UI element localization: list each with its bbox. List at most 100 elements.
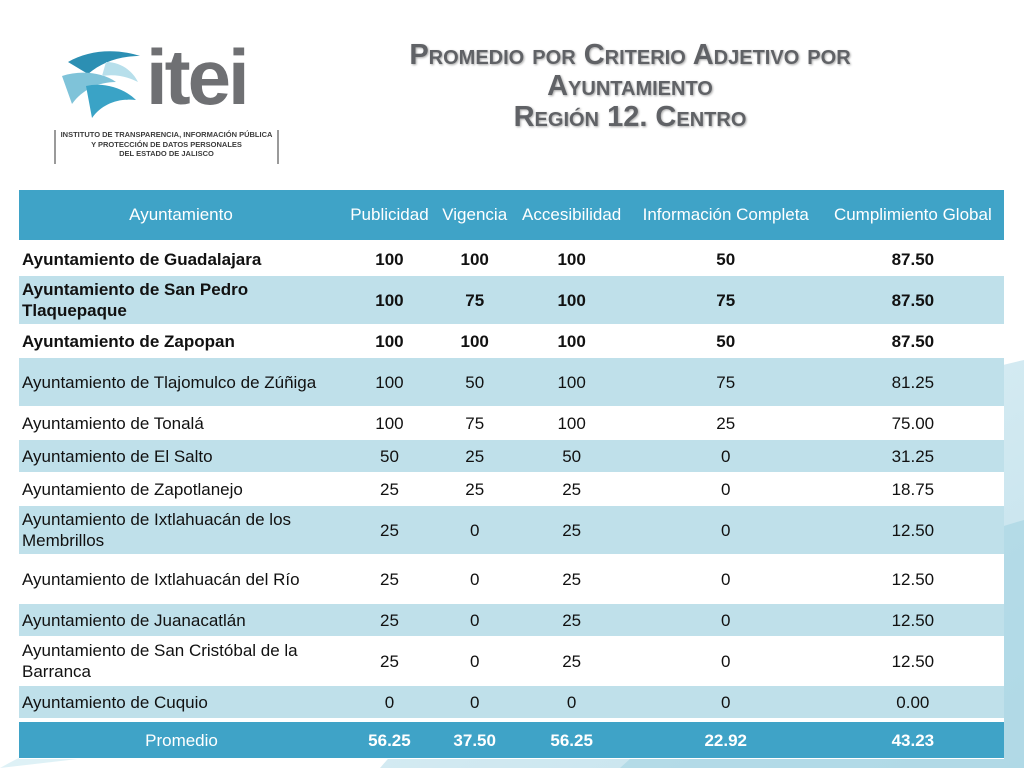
row-name: Ayuntamiento de Tonalá xyxy=(19,407,343,440)
logo-subtitle-line: Y PROTECCIÓN DE DATOS PERSONALES xyxy=(91,139,242,149)
cell-cumplimiento-global: 12.50 xyxy=(821,506,1004,555)
cell-accesibilidad: 25 xyxy=(513,555,630,604)
footer-vigencia: 37.50 xyxy=(435,719,514,759)
cell-publicidad: 100 xyxy=(343,325,436,358)
cell-vigencia: 25 xyxy=(435,473,514,506)
row-name: Ayuntamiento de Zapotlanejo xyxy=(19,473,343,506)
itei-logo: itei INSTITUTO DE TRANSPARENCIA, INFORMA… xyxy=(54,33,279,166)
cell-accesibilidad: 100 xyxy=(513,325,630,358)
footer-publicidad: 56.25 xyxy=(343,719,436,759)
logo-subtitle-line: INSTITUTO DE TRANSPARENCIA, INFORMACIÓN … xyxy=(60,130,273,139)
footer-label: Promedio xyxy=(19,719,343,759)
cell-informacion-completa: 0 xyxy=(629,506,822,555)
criteria-table: Ayuntamiento Publicidad Vigencia Accesib… xyxy=(19,190,1004,759)
cell-vigencia: 75 xyxy=(435,407,514,440)
table-row: Ayuntamiento de Zapopan 100 100 100 50 8… xyxy=(19,325,1004,358)
cell-informacion-completa: 0 xyxy=(629,604,822,637)
table-row: Ayuntamiento de Ixtlahuacán del Río 25 0… xyxy=(19,555,1004,604)
cell-cumplimiento-global: 18.75 xyxy=(821,473,1004,506)
cell-vigencia: 0 xyxy=(435,506,514,555)
row-name: Ayuntamiento de Tlajomulco de Zúñiga xyxy=(19,358,343,407)
cell-vigencia: 75 xyxy=(435,276,514,325)
cell-informacion-completa: 75 xyxy=(629,276,822,325)
cell-accesibilidad: 100 xyxy=(513,407,630,440)
table-row: Ayuntamiento de San Pedro Tlaquepaque 10… xyxy=(19,276,1004,325)
cell-informacion-completa: 0 xyxy=(629,473,822,506)
cell-informacion-completa: 25 xyxy=(629,407,822,440)
cell-cumplimiento-global: 12.50 xyxy=(821,555,1004,604)
cell-accesibilidad: 100 xyxy=(513,276,630,325)
table-footer-row: Promedio 56.25 37.50 56.25 22.92 43.23 xyxy=(19,719,1004,759)
cell-accesibilidad: 25 xyxy=(513,604,630,637)
cell-publicidad: 25 xyxy=(343,555,436,604)
footer-informacion-completa: 22.92 xyxy=(629,719,822,759)
cell-cumplimiento-global: 87.50 xyxy=(821,325,1004,358)
cell-accesibilidad: 25 xyxy=(513,506,630,555)
cell-accesibilidad: 100 xyxy=(513,243,630,276)
table-row: Ayuntamiento de Ixtlahuacán de los Membr… xyxy=(19,506,1004,555)
title-line-2: Ayuntamiento xyxy=(547,70,713,102)
header-informacion-completa: Información Completa xyxy=(629,190,822,243)
cell-publicidad: 0 xyxy=(343,686,436,719)
table-row: Ayuntamiento de San Cristóbal de la Barr… xyxy=(19,637,1004,686)
row-name: Ayuntamiento de San Cristóbal de la Barr… xyxy=(19,637,343,686)
cell-informacion-completa: 75 xyxy=(629,358,822,407)
cell-cumplimiento-global: 12.50 xyxy=(821,637,1004,686)
cell-accesibilidad: 100 xyxy=(513,358,630,407)
cell-informacion-completa: 0 xyxy=(629,637,822,686)
row-name: Ayuntamiento de El Salto xyxy=(19,440,343,473)
row-name: Ayuntamiento de Zapopan xyxy=(19,325,343,358)
footer-cumplimiento-global: 43.23 xyxy=(821,719,1004,759)
page-title: Promedio por Criterio Adjetivo por Ayunt… xyxy=(285,40,975,133)
cell-informacion-completa: 50 xyxy=(629,325,822,358)
cell-publicidad: 50 xyxy=(343,440,436,473)
cell-publicidad: 25 xyxy=(343,637,436,686)
row-name: Ayuntamiento de Ixtlahuacán del Río xyxy=(19,555,343,604)
cell-cumplimiento-global: 75.00 xyxy=(821,407,1004,440)
cell-publicidad: 25 xyxy=(343,506,436,555)
title-line-3: Región 12. Centro xyxy=(513,101,747,133)
cell-cumplimiento-global: 81.25 xyxy=(821,358,1004,407)
row-name: Ayuntamiento de Ixtlahuacán de los Membr… xyxy=(19,506,343,555)
cell-publicidad: 100 xyxy=(343,243,436,276)
cell-vigencia: 100 xyxy=(435,243,514,276)
logo-subtitle: INSTITUTO DE TRANSPARENCIA, INFORMACIÓN … xyxy=(54,130,279,164)
table-row: Ayuntamiento de Zapotlanejo 25 25 25 0 1… xyxy=(19,473,1004,506)
header-ayuntamiento: Ayuntamiento xyxy=(19,190,343,243)
cell-informacion-completa: 0 xyxy=(629,686,822,719)
itei-logo-icon xyxy=(62,51,140,118)
cell-informacion-completa: 0 xyxy=(629,440,822,473)
table-row: Ayuntamiento de Cuquio 0 0 0 0 0.00 xyxy=(19,686,1004,719)
row-name: Ayuntamiento de Cuquio xyxy=(19,686,343,719)
table-row: Ayuntamiento de Guadalajara 100 100 100 … xyxy=(19,243,1004,276)
cell-accesibilidad: 0 xyxy=(513,686,630,719)
cell-cumplimiento-global: 12.50 xyxy=(821,604,1004,637)
row-name: Ayuntamiento de Juanacatlán xyxy=(19,604,343,637)
table-header-row: Ayuntamiento Publicidad Vigencia Accesib… xyxy=(19,190,1004,243)
cell-cumplimiento-global: 0.00 xyxy=(821,686,1004,719)
row-name: Ayuntamiento de San Pedro Tlaquepaque xyxy=(19,276,343,325)
header-cumplimiento-global: Cumplimiento Global xyxy=(821,190,1004,243)
table-row: Ayuntamiento de Tlajomulco de Zúñiga 100… xyxy=(19,358,1004,407)
cell-informacion-completa: 50 xyxy=(629,243,822,276)
cell-publicidad: 25 xyxy=(343,473,436,506)
header-publicidad: Publicidad xyxy=(343,190,436,243)
cell-vigencia: 0 xyxy=(435,555,514,604)
cell-vigencia: 50 xyxy=(435,358,514,407)
cell-publicidad: 100 xyxy=(343,276,436,325)
cell-vigencia: 0 xyxy=(435,604,514,637)
cell-cumplimiento-global: 31.25 xyxy=(821,440,1004,473)
table-row: Ayuntamiento de El Salto 50 25 50 0 31.2… xyxy=(19,440,1004,473)
table-row: Ayuntamiento de Juanacatlán 25 0 25 0 12… xyxy=(19,604,1004,637)
table-row: Ayuntamiento de Tonalá 100 75 100 25 75.… xyxy=(19,407,1004,440)
itei-wordmark: itei xyxy=(146,33,250,121)
cell-cumplimiento-global: 87.50 xyxy=(821,276,1004,325)
row-name: Ayuntamiento de Guadalajara xyxy=(19,243,343,276)
cell-cumplimiento-global: 87.50 xyxy=(821,243,1004,276)
title-line-1: Promedio por Criterio Adjetivo por xyxy=(409,39,851,71)
cell-publicidad: 25 xyxy=(343,604,436,637)
cell-accesibilidad: 50 xyxy=(513,440,630,473)
cell-vigencia: 0 xyxy=(435,686,514,719)
cell-publicidad: 100 xyxy=(343,407,436,440)
header-vigencia: Vigencia xyxy=(435,190,514,243)
